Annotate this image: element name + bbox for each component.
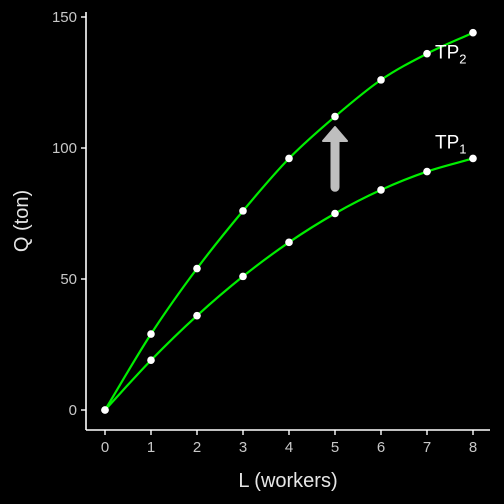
- y-tick-label-0: 0: [69, 402, 77, 419]
- x-tick-label-7: 7: [423, 439, 431, 456]
- data-point-tp1-7: [423, 167, 431, 176]
- series-line-tp2: [103, 31, 475, 412]
- data-point-tp2-2: [193, 264, 201, 273]
- data-point-tp1-8: [469, 154, 477, 163]
- arrow-layer: [322, 126, 348, 192]
- x-tick-label-0: 0: [101, 439, 109, 456]
- data-point-tp2-3: [239, 207, 247, 215]
- data-point-tp2-8: [469, 28, 477, 37]
- data-point-tp1-6: [377, 186, 385, 194]
- data-point-tp2-1: [147, 330, 155, 338]
- data-point-tp2-7: [423, 49, 431, 58]
- points-layer: [101, 28, 477, 414]
- shift-arrow-head: [322, 126, 348, 143]
- x-tick-label-6: 6: [377, 439, 385, 456]
- axes-layer: 0 1 2 3 4 5 6 7 8 0 50 100 150: [52, 9, 490, 456]
- data-point-tp1-1: [147, 356, 155, 365]
- data-point-tp2-4: [285, 154, 293, 163]
- curves-layer: [103, 31, 475, 412]
- data-point-tp1-2: [193, 311, 201, 320]
- series-label-tp2: TP2: [435, 43, 467, 67]
- data-point-tp1-5: [331, 209, 339, 218]
- data-point-tp2-6: [377, 76, 385, 84]
- data-point-tp1-4: [285, 238, 293, 247]
- data-point-tp1-3: [239, 272, 247, 281]
- data-point-tp2-0: [101, 406, 109, 414]
- x-axis-title: L (workers): [238, 470, 337, 492]
- x-tick-label-5: 5: [331, 439, 339, 456]
- y-tick-label-150: 150: [52, 9, 77, 26]
- y-tick-label-50: 50: [60, 271, 77, 288]
- series-labels-layer: TP1 TP2: [435, 43, 467, 157]
- series-line-tp1: [103, 157, 475, 412]
- y-axis-title: Q (ton): [11, 190, 33, 252]
- x-tick-label-2: 2: [193, 439, 201, 456]
- x-tick-label-1: 1: [147, 439, 155, 456]
- x-tick-label-8: 8: [469, 439, 477, 456]
- series-label-tp1: TP1: [435, 132, 467, 156]
- y-tick-label-100: 100: [52, 140, 77, 157]
- x-tick-label-4: 4: [285, 439, 293, 456]
- data-point-tp2-5: [331, 112, 339, 121]
- x-tick-label-3: 3: [239, 439, 247, 456]
